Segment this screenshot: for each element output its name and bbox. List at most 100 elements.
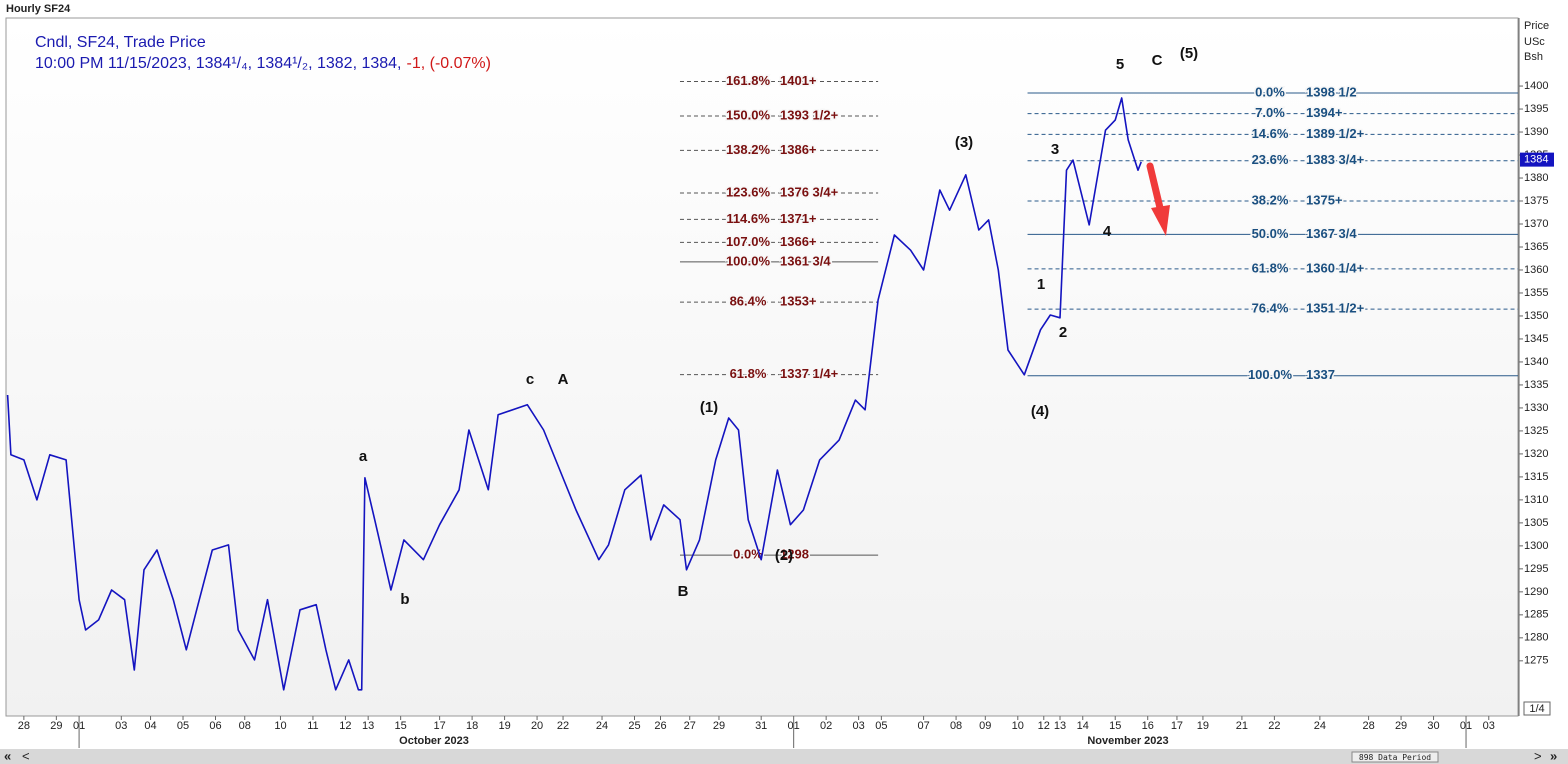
price-line: [6, 97, 1142, 691]
info-line: Cndl, SF24, Trade Price: [35, 34, 206, 51]
fib-ratio: 61.8%: [1252, 260, 1289, 275]
scroll-first[interactable]: «: [4, 748, 11, 763]
x-tick-label: 19: [1197, 720, 1209, 732]
x-tick-label: 03: [853, 720, 865, 732]
x-tick-label: 29: [50, 720, 62, 732]
scroll-prev[interactable]: <: [22, 748, 30, 763]
wave-label: C: [1152, 52, 1163, 69]
x-tick-label: 28: [18, 720, 30, 732]
scrollbar[interactable]: [0, 749, 1568, 764]
fib-price: 1353+: [780, 294, 817, 309]
x-tick-label: 11: [307, 720, 318, 732]
x-tick-label: 04: [144, 720, 156, 732]
x-tick-label: 18: [466, 720, 478, 732]
marks: 1275128012851290129513001305131013151320…: [6, 45, 1554, 748]
fib-price: 1360 1/4+: [1306, 260, 1365, 275]
fib-price: 1351 1/2+: [1306, 301, 1365, 316]
fib-price: 1371+: [780, 211, 817, 226]
fib-ratio: 100.0%: [1248, 367, 1293, 382]
wave-label: (5): [1180, 45, 1198, 62]
wave-label: B: [678, 583, 689, 600]
zoom-label[interactable]: 1/4: [1529, 703, 1544, 715]
fib-ratio: 107.0%: [726, 234, 771, 249]
y-tick-label: 1335: [1524, 379, 1548, 391]
arrow-head: [1151, 205, 1170, 236]
x-tick-label: 05: [875, 720, 887, 732]
y-tick-label: 1300: [1524, 540, 1548, 552]
period-label: 898 Data Period: [1359, 753, 1431, 762]
fib-price: 1361 3/4: [780, 253, 831, 268]
x-tick-label: 08: [239, 720, 251, 732]
window-title: Hourly SF24: [6, 3, 71, 15]
y-tick-label: 1375: [1524, 195, 1548, 207]
y-tick-label: 1390: [1524, 126, 1548, 138]
scroll-last[interactable]: »: [1550, 748, 1557, 763]
wave-label: (4): [1031, 403, 1049, 420]
x-tick-label: 17: [1171, 720, 1183, 732]
x-tick-label: 01: [1460, 720, 1472, 732]
y-tick-label: 1395: [1524, 103, 1548, 115]
last-price-box: [1520, 152, 1554, 167]
axis-title: Price: [1524, 20, 1549, 32]
wave-label: 4: [1103, 223, 1112, 240]
x-tick-label: 14: [1077, 720, 1089, 732]
fib-ratio: 161.8%: [726, 73, 771, 88]
wave-label: a: [359, 448, 368, 465]
fib-ratio: 14.6%: [1252, 126, 1289, 141]
fib-price: 1386+: [780, 142, 817, 157]
x-tick-label: 01: [73, 720, 85, 732]
x-tick-label: 15: [395, 720, 407, 732]
x-tick-label: 03: [115, 720, 127, 732]
y-tick-label: 1365: [1524, 241, 1548, 253]
fib-ratio: 123.6%: [726, 184, 771, 199]
y-tick-label: 1340: [1524, 356, 1548, 368]
x-tick-label: 26: [654, 720, 666, 732]
y-tick-label: 1360: [1524, 264, 1548, 276]
y-tick-label: 1345: [1524, 333, 1548, 345]
x-tick-label: 07: [917, 720, 929, 732]
x-tick-label: 15: [1109, 720, 1121, 732]
axis-title: Bsh: [1524, 51, 1543, 63]
x-tick-label: 31: [755, 720, 767, 732]
wave-label: A: [558, 371, 569, 388]
x-tick-label: 06: [209, 720, 221, 732]
x-tick-label: 22: [557, 720, 569, 732]
x-tick-label: 17: [433, 720, 445, 732]
x-tick-label: 13: [362, 720, 374, 732]
period-box: [1351, 751, 1439, 763]
info-ohlc: 10:00 PM 11/15/2023, 1384¹/₄, 1384¹/₂, 1…: [35, 55, 402, 72]
y-tick-label: 1320: [1524, 448, 1548, 460]
fib-price: 1375+: [1306, 192, 1343, 207]
fib-ratio: 76.4%: [1252, 301, 1289, 316]
x-tick-label: 24: [596, 720, 608, 732]
x-tick-label: 29: [713, 720, 725, 732]
axis-title: USc: [1524, 36, 1545, 48]
fib-ratio: 61.8%: [730, 366, 767, 381]
wave-label: 3: [1051, 141, 1059, 158]
scroll-next[interactable]: >: [1534, 748, 1542, 763]
x-tick-label: 10: [274, 720, 286, 732]
fib-ratio: 0.0%: [1255, 84, 1285, 99]
x-tick-label: 20: [531, 720, 543, 732]
fib-ratio: 86.4%: [730, 294, 767, 309]
fib-ratio: 23.6%: [1252, 152, 1289, 167]
fib-ratio: 50.0%: [1252, 226, 1289, 241]
fib-ratio: 0.0%: [733, 547, 763, 562]
fib-price: 1401+: [780, 73, 817, 88]
y-tick-label: 1275: [1524, 655, 1548, 667]
x-tick-label: 22: [1268, 720, 1280, 732]
zoom-box[interactable]: [1523, 701, 1551, 716]
wave-label: b: [400, 591, 409, 608]
x-tick-label: 08: [950, 720, 962, 732]
y-tick-label: 1330: [1524, 402, 1548, 414]
y-tick-label: 1380: [1524, 172, 1548, 184]
month-label: October 2023: [399, 735, 469, 747]
fib-price: 1298: [780, 547, 809, 562]
wave-label: 1: [1037, 276, 1045, 293]
x-tick-label: 02: [820, 720, 832, 732]
fib-price: 1398 1/2: [1306, 84, 1357, 99]
y-tick-label: 1370: [1524, 218, 1548, 230]
wave-label: 2: [1059, 324, 1067, 341]
x-tick-label: 27: [684, 720, 696, 732]
